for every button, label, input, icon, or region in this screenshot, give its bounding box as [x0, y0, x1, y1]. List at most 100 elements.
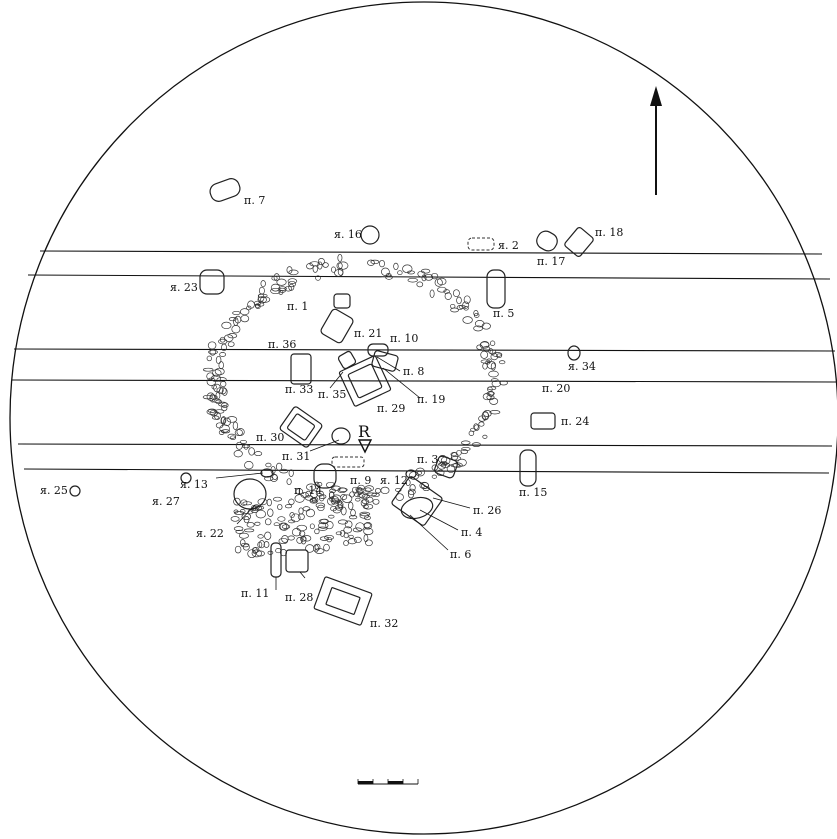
stone — [331, 266, 336, 273]
stone — [360, 499, 367, 507]
stone — [252, 547, 258, 555]
stone — [397, 270, 403, 276]
stone — [219, 352, 226, 357]
stone — [244, 461, 254, 470]
label-p3: п. 3 — [417, 453, 438, 466]
stone — [353, 536, 362, 544]
feature-p32-inner — [325, 587, 361, 615]
feature-ya23 — [199, 269, 225, 295]
stone — [229, 435, 237, 440]
stone — [355, 497, 361, 502]
stone — [251, 549, 262, 558]
stone — [257, 534, 264, 539]
stone — [395, 487, 402, 492]
stone — [343, 526, 352, 534]
stone — [363, 504, 369, 509]
stone — [271, 275, 278, 281]
stone — [288, 269, 299, 276]
stone — [300, 536, 307, 542]
stone — [351, 486, 359, 493]
stone — [419, 481, 429, 489]
stone — [489, 340, 496, 346]
stone — [482, 434, 488, 439]
stone — [273, 522, 280, 527]
stone — [239, 539, 246, 547]
stone — [431, 474, 438, 479]
stone — [265, 462, 272, 468]
stone — [488, 370, 499, 378]
stone-ring — [202, 253, 508, 559]
feature-ya16 — [360, 225, 380, 245]
stone — [327, 496, 336, 506]
stone — [499, 380, 508, 386]
stone — [490, 362, 496, 371]
label-ya27: я. 27 — [152, 495, 180, 508]
stone — [336, 262, 343, 270]
feature-p24 — [530, 412, 556, 430]
stone — [241, 444, 251, 449]
stone — [220, 429, 231, 434]
stone — [334, 269, 344, 277]
feature-p35 — [337, 350, 357, 370]
stone — [287, 278, 298, 284]
stone — [444, 292, 452, 300]
stone — [318, 494, 327, 499]
stone — [393, 262, 399, 271]
stone — [232, 421, 239, 430]
label-ya2: я. 2 — [498, 239, 519, 252]
stone — [206, 355, 212, 362]
feature-p32-outer — [313, 576, 373, 626]
stone — [473, 423, 479, 431]
stone — [218, 430, 225, 435]
stone — [234, 545, 242, 554]
stone — [363, 534, 369, 543]
feature-ya12 — [405, 469, 417, 479]
stone — [489, 410, 501, 415]
stone — [294, 494, 305, 503]
stone — [318, 522, 329, 529]
label-p20: п. 20 — [542, 382, 570, 395]
stone — [296, 524, 308, 532]
stone — [276, 278, 287, 286]
stone — [273, 496, 282, 502]
stone — [212, 369, 222, 377]
stone — [322, 262, 329, 268]
stone — [379, 259, 385, 268]
stone — [278, 290, 284, 295]
label-p24: п. 24 — [561, 415, 589, 428]
stone — [314, 528, 320, 535]
stone — [361, 499, 370, 505]
stone — [364, 485, 374, 492]
stone — [474, 320, 485, 328]
stone — [407, 277, 418, 283]
label-ya22: я. 22 — [196, 527, 224, 540]
stone — [431, 272, 439, 280]
stone — [287, 535, 295, 541]
stone — [314, 543, 321, 551]
stone — [491, 380, 501, 388]
stone — [264, 518, 272, 526]
label-p7: п. 7 — [244, 194, 265, 207]
stone — [227, 333, 238, 339]
stone — [221, 321, 232, 330]
label-p1: п. 1 — [287, 300, 308, 313]
stone — [309, 523, 315, 530]
stone — [366, 496, 374, 503]
svg-text:R: R — [358, 422, 371, 441]
stone — [355, 522, 365, 532]
label-ya23: я. 23 — [170, 281, 198, 294]
stone — [434, 278, 443, 287]
stone — [315, 275, 321, 281]
stone — [499, 360, 506, 365]
stone — [323, 543, 330, 552]
scale-bar — [357, 779, 419, 785]
stone — [310, 490, 319, 499]
stone — [221, 402, 229, 408]
stone — [488, 390, 494, 397]
stone — [312, 265, 318, 273]
stone — [264, 531, 272, 540]
stone — [489, 397, 499, 405]
stone — [340, 494, 348, 500]
stone — [279, 468, 289, 474]
stone — [298, 507, 304, 515]
